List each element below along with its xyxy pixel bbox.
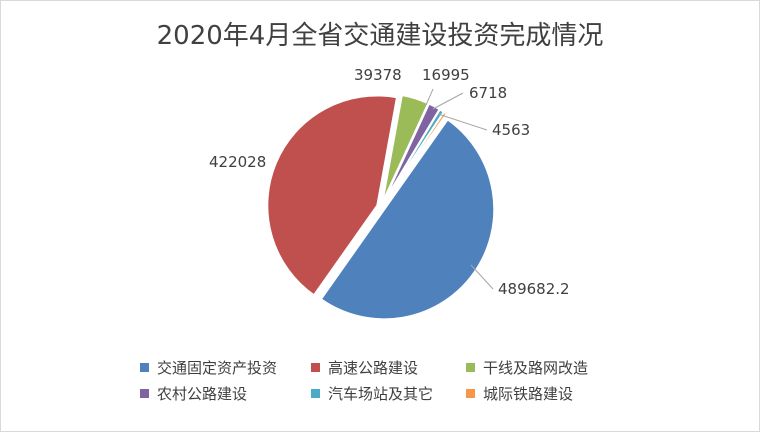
- legend-item-农村公路建设: 农村公路建设: [140, 383, 247, 404]
- legend-swatch: [311, 363, 320, 372]
- legend-label: 交通固定资产投资: [157, 359, 278, 377]
- legend-item-城际铁路建设: 城际铁路建设: [466, 383, 573, 404]
- data-label-交通固定资产投资: 489682.2: [498, 280, 570, 298]
- data-label-农村公路建设: 16995: [422, 66, 470, 84]
- legend-label: 城际铁路建设: [483, 385, 574, 403]
- pie-slice-高速公路建设: [266, 94, 399, 297]
- legend-swatch: [466, 389, 475, 398]
- legend-swatch: [140, 389, 149, 398]
- legend-label: 干线及路网改造: [483, 359, 589, 377]
- legend-item-汽车场站及其它: 汽车场站及其它: [311, 383, 433, 404]
- leader-line-农村公路建设: [425, 88, 434, 106]
- pie-slice-交通固定资产投资: [319, 118, 496, 321]
- legend-item-干线及路网改造: 干线及路网改造: [466, 357, 588, 378]
- legend-swatch: [140, 363, 149, 372]
- legend-item-交通固定资产投资: 交通固定资产投资: [140, 357, 277, 378]
- chart-title: 2020年4月全省交通建设投资完成情况: [156, 21, 604, 51]
- data-label-干线及路网改造: 39378: [354, 66, 402, 84]
- legend-swatch: [311, 389, 320, 398]
- legend-swatch: [466, 363, 475, 372]
- legend-label: 汽车场站及其它: [328, 385, 434, 403]
- legend-label: 农村公路建设: [157, 385, 248, 403]
- pie-slice-城际铁路建设: [382, 110, 449, 205]
- data-label-高速公路建设: 422028: [209, 153, 266, 171]
- leader-line-汽车场站及其它: [432, 92, 464, 110]
- legend-item-高速公路建设: 高速公路建设: [311, 357, 418, 378]
- data-label-城际铁路建设: 4563: [492, 121, 530, 139]
- leader-line-交通固定资产投资: [470, 264, 494, 290]
- leader-line-城际铁路建设: [437, 113, 488, 131]
- legend-label: 高速公路建设: [328, 359, 419, 377]
- data-label-汽车场站及其它: 6718: [469, 84, 507, 102]
